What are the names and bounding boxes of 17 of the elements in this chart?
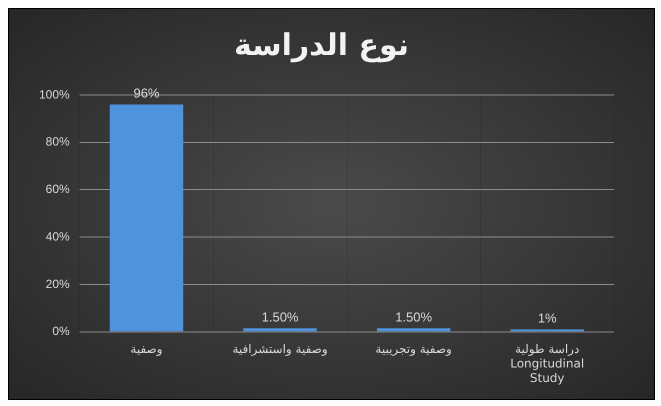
y-tick-label: 40% (46, 229, 70, 244)
data-label: 1.50% (262, 309, 299, 324)
data-label: 96% (133, 86, 160, 101)
y-tick-label: 0% (52, 324, 70, 338)
x-tick-label: وصفية واستشرافية (232, 342, 328, 356)
x-tick-label: وصفية وتجريبية (375, 342, 452, 356)
y-tick-label: 60% (46, 182, 70, 196)
data-label: 1% (538, 310, 558, 326)
y-tick-label: 80% (46, 134, 70, 149)
data-label: 1.50% (395, 309, 432, 324)
chart-title: نوع الدراسة (234, 28, 410, 63)
bar (243, 328, 317, 332)
x-tick-label: وصفية (130, 342, 163, 356)
bar (376, 328, 450, 332)
y-tick-label: 20% (46, 276, 70, 291)
y-tick-label: 100% (38, 87, 70, 102)
bar (110, 104, 184, 332)
